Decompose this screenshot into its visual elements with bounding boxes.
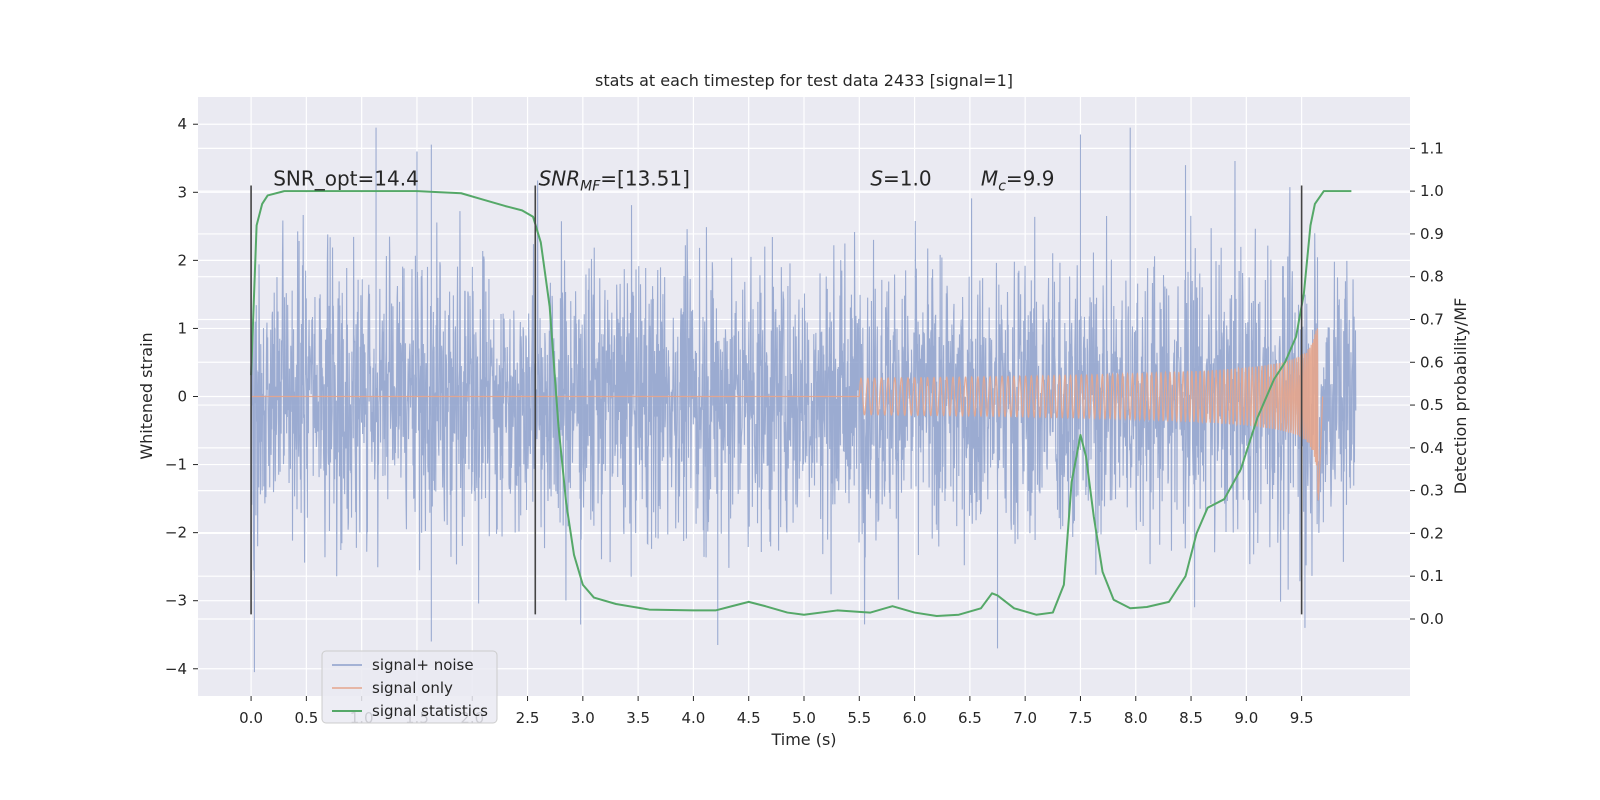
- y-tick-label: −3: [165, 592, 187, 610]
- y-tick-label: −2: [165, 524, 187, 542]
- y2-tick-label: 1.0: [1420, 182, 1444, 200]
- x-tick-label: 6.0: [903, 709, 927, 727]
- annotation-text: Mc=9.9: [981, 166, 1055, 194]
- legend-label: signal+ noise: [372, 656, 474, 674]
- legend-label: signal statistics: [372, 702, 488, 720]
- x-tick-label: 5.5: [847, 709, 871, 727]
- x-tick-label: 2.5: [516, 709, 540, 727]
- x-tick-label: 3.5: [626, 709, 650, 727]
- y2-tick-label: 1.1: [1420, 139, 1444, 157]
- annotation-text: SNR_opt=14.4: [273, 166, 419, 190]
- x-tick-label: 8.0: [1124, 709, 1148, 727]
- y2-tick-label: 0.9: [1420, 225, 1444, 243]
- x-tick-label: 4.0: [681, 709, 705, 727]
- series-signal-statistics: [250, 190, 1352, 617]
- x-tick-label: 8.5: [1179, 709, 1203, 727]
- y2-tick-label: 0.0: [1420, 610, 1444, 628]
- y2-axis-ticks: 0.0 0.1 0.2 0.3 0.4 0.5 0.6 0.7 0.8 0.9 1.0 1.1: [1410, 139, 1444, 628]
- y-tick-label: 4: [177, 115, 187, 133]
- y-tick-label: −1: [165, 456, 187, 474]
- y2-tick-label: 0.5: [1420, 396, 1444, 414]
- y-tick-label: 2: [177, 251, 187, 269]
- legend-box: [321, 650, 498, 724]
- y2-tick-label: 0.7: [1420, 310, 1444, 328]
- x-tick-label: 7.5: [1069, 709, 1093, 727]
- x-tick-label: 0.5: [294, 709, 318, 727]
- y2-tick-label: 0.8: [1420, 268, 1444, 286]
- y2-axis-label: Detection probability/MF: [1451, 298, 1470, 495]
- x-tick-label: 7.0: [1013, 709, 1037, 727]
- y2-tick-label: 0.1: [1420, 567, 1444, 585]
- legend: signal+ noise signal only signal statistic…: [321, 650, 498, 724]
- marker-lines: [250, 185, 1303, 615]
- y-tick-label: 0: [177, 388, 187, 406]
- y2-tick-label: 0.4: [1420, 439, 1444, 457]
- x-tick-label: 3.0: [571, 709, 595, 727]
- x-tick-label: 0.0: [239, 709, 263, 727]
- y-tick-label: 3: [177, 183, 187, 201]
- x-tick-label: 9.0: [1234, 709, 1258, 727]
- y-tick-label: 1: [177, 319, 187, 337]
- annotations: SNR_opt=14.4 SNRMF=[13.51] S=1.0 Mc=9.9: [273, 166, 1054, 194]
- y-axis-label: Whitened strain: [137, 332, 156, 459]
- x-axis-label: Time (s): [770, 730, 836, 749]
- y2-tick-label: 0.6: [1420, 353, 1444, 371]
- x-tick-label: 5.0: [792, 709, 816, 727]
- y-axis-ticks: −4 −3 −2 −1 0 1 2 3 4: [165, 115, 198, 678]
- chart-title: stats at each timestep for test data 243…: [595, 71, 1013, 90]
- y2-tick-label: 0.2: [1420, 524, 1444, 542]
- x-tick-label: 9.5: [1290, 709, 1314, 727]
- y-tick-label: −4: [165, 660, 187, 678]
- series-signal-only: [251, 328, 1324, 501]
- x-tick-label: 6.5: [958, 709, 982, 727]
- x-tick-label: 4.5: [737, 709, 761, 727]
- annotation-text: SNRMF=[13.51]: [539, 166, 690, 194]
- legend-label: signal only: [372, 679, 453, 697]
- annotation-text: S=1.0: [870, 166, 931, 190]
- y2-tick-label: 0.3: [1420, 482, 1444, 500]
